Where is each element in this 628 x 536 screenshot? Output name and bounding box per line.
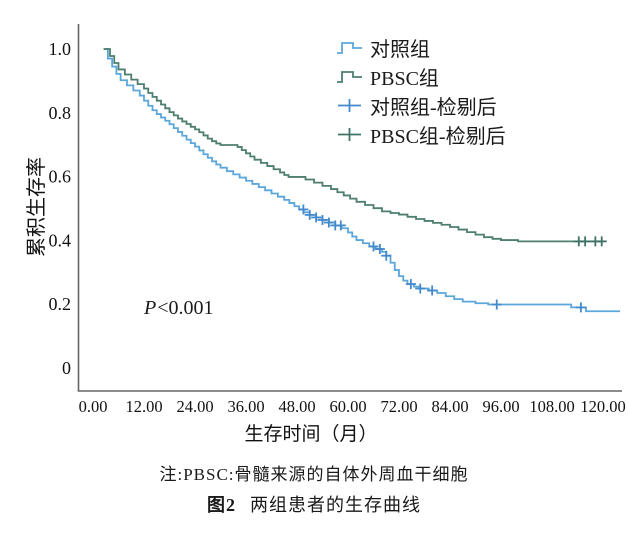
legend-label: PBSC组 [370, 68, 439, 90]
y-tick-label: 1.0 [49, 39, 72, 59]
legend-label: PBSC组-检剔后 [370, 126, 506, 148]
y-tick-label: 0 [62, 358, 71, 378]
figure-caption: 图2 两组患者的生存曲线 [0, 491, 628, 517]
y-tick-label: 0.6 [49, 167, 72, 187]
p-value-symbol: P [144, 297, 157, 319]
x-tick-label: 60.00 [329, 397, 366, 416]
y-tick-label: 0.2 [49, 294, 72, 314]
legend-step-line-icon [337, 71, 362, 83]
x-axis-title: 生存时间（月） [244, 423, 377, 445]
x-tick-label: 12.00 [125, 397, 162, 416]
legend-item: 对照组-检剔后 [336, 91, 506, 120]
y-axis-title: 累积生存率 [25, 157, 48, 257]
x-tick-label: 0.00 [79, 397, 108, 416]
x-tick-label: 48.00 [278, 397, 315, 416]
figure-note: 注:PBSC:骨髓来源的自体外周血干细胞 [159, 465, 469, 484]
y-tick-label: 0.8 [49, 103, 72, 123]
legend-censor-plus-icon [338, 128, 361, 141]
x-tick-label: 120.00 [580, 397, 625, 416]
legend-item: PBSC组-检剔后 [336, 120, 506, 149]
chart-legend: 对照组 PBSC组对照组-检剔后 PBSC组-检剔后 [336, 33, 506, 149]
legend-label: 对照组-检剔后 [370, 97, 497, 119]
figure-caption-label: 图2 [207, 495, 236, 515]
survival-curve-pbsc [103, 48, 606, 243]
x-tick-label: 96.00 [482, 397, 519, 416]
p-value-text: <0.001 [157, 297, 214, 319]
legend-censor-plus-icon [338, 99, 361, 112]
legend-item: PBSC组 [336, 62, 506, 91]
legend-item: 对照组 [336, 33, 506, 62]
x-tick-label: 36.00 [227, 397, 264, 416]
x-tick-label: 84.00 [431, 397, 468, 416]
y-tick-label: 0.4 [49, 230, 72, 250]
legend-label: 对照组 [370, 39, 430, 61]
x-tick-label: 72.00 [380, 397, 417, 416]
survival-plot: 累积生存率 生存时间（月） 1.0 0.8 0.6 0.4 0.2 0 0.00 12.00 2… [25, 24, 626, 445]
x-tick-label: 24.00 [176, 397, 213, 416]
p-value-annotation: P<0.001 [144, 297, 214, 320]
x-tick-label: 108.00 [529, 397, 574, 416]
figure-caption-title: 两组患者的生存曲线 [250, 495, 421, 515]
legend-step-line-icon [337, 42, 362, 54]
